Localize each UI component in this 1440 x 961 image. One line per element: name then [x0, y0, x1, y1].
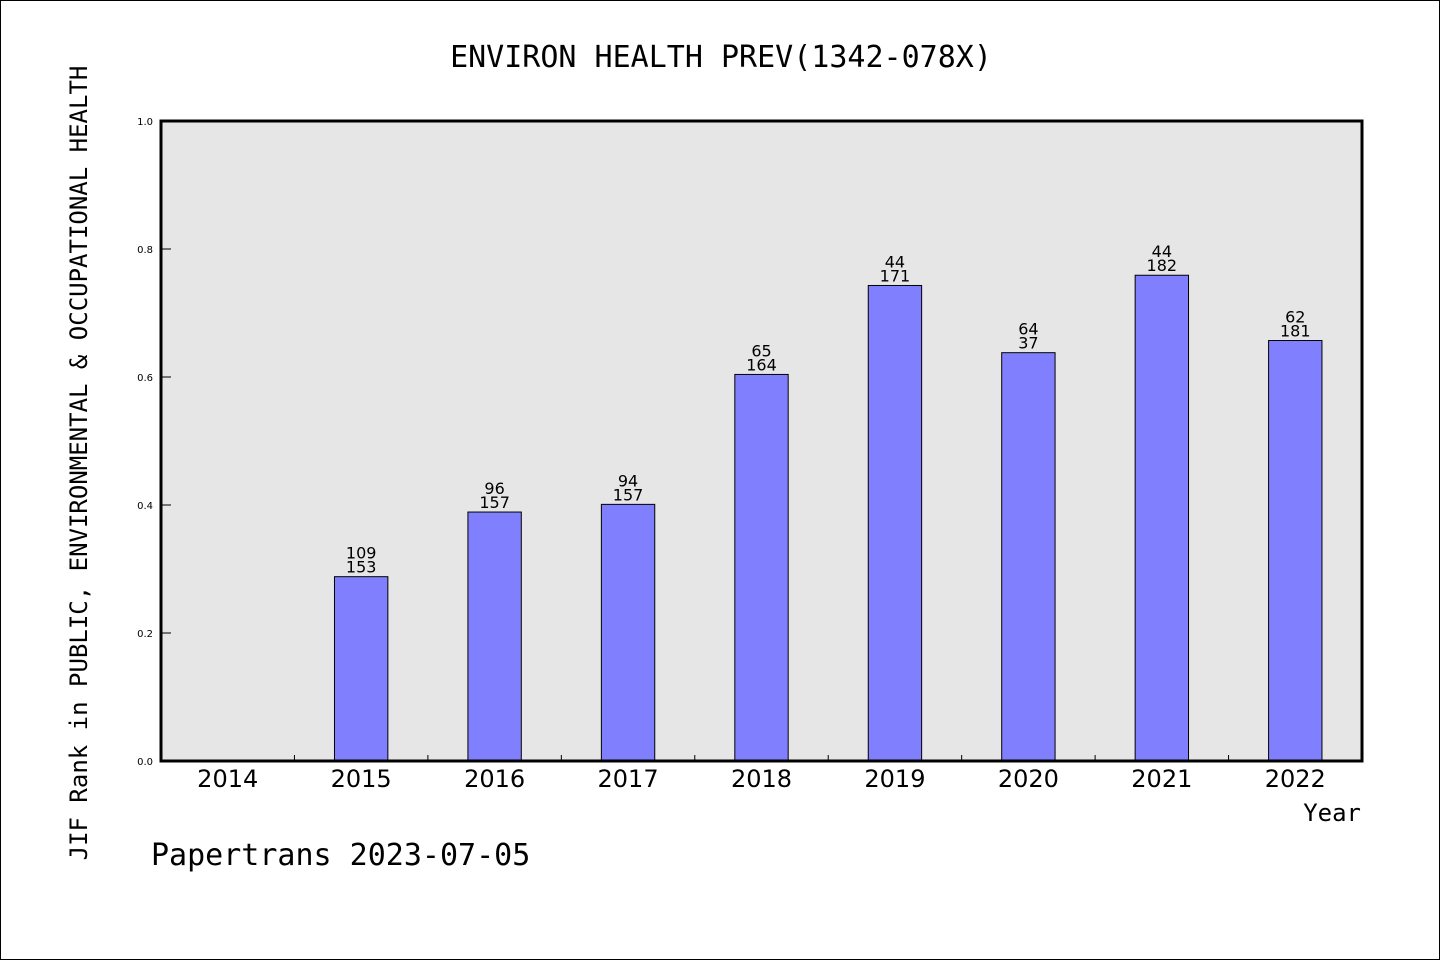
bar [1001, 352, 1056, 762]
bar [333, 576, 389, 762]
bar [1134, 274, 1190, 762]
bar-label-rank: 44 [885, 252, 905, 271]
y-tick-label: 0.4 [137, 501, 153, 512]
y-tick-label: 0.0 [137, 757, 153, 768]
bar [867, 284, 923, 762]
bar-label-total: 153 [346, 558, 377, 577]
x-tick-label: 2016 [464, 765, 525, 793]
y-tick-label: 0.8 [137, 245, 153, 256]
bar [1268, 340, 1323, 762]
y-tick-label: 0.6 [137, 373, 153, 384]
y-axis-label: JIF Rank in PUBLIC, ENVIRONMENTAL & OCCU… [65, 66, 93, 861]
y-tick-label: 1.0 [137, 117, 153, 128]
bar [467, 511, 522, 762]
x-tick-label: 2017 [598, 765, 659, 793]
bar-label-total: 164 [746, 355, 777, 374]
bar-label-total: 171 [880, 266, 911, 285]
x-tick-label: 2015 [331, 765, 392, 793]
y-tick-label: 0.2 [137, 629, 153, 640]
bar [734, 373, 789, 762]
ticks-group: 2014 2015 2016 2017 2018 2019 2020 2021 2022 0.0 0… [137, 117, 1326, 793]
x-tick-label: 2014 [197, 765, 258, 793]
plot-frame [159, 119, 1364, 763]
bar-label-rank: 94 [618, 471, 638, 490]
bar-label-total: 157 [479, 493, 510, 512]
bar-label-rank: 64 [1018, 320, 1038, 339]
bar [600, 503, 656, 762]
x-tick-label: 2020 [998, 765, 1059, 793]
bar-label-rank: 62 [1285, 308, 1305, 327]
bar-label-rank: 109 [346, 544, 377, 563]
bar-label-total: 157 [613, 485, 644, 504]
footer-credit: Papertrans 2023-07-05 [151, 838, 530, 873]
bar-label-rank: 96 [484, 479, 504, 498]
bar-label-total: 37 [1018, 334, 1038, 353]
chart-title: ENVIRON HEALTH PREV(1342-078X) [450, 40, 992, 75]
x-tick-label: 2021 [1131, 765, 1192, 793]
x-tick-label: 2019 [864, 765, 925, 793]
x-axis-label: Year [1303, 799, 1361, 827]
bar-label-total: 181 [1280, 322, 1311, 341]
bar-label-rank: 65 [751, 341, 771, 360]
x-tick-label: 2018 [731, 765, 792, 793]
x-tick-label: 2022 [1265, 765, 1326, 793]
bar-label-total: 182 [1147, 256, 1178, 275]
bar-label-rank: 44 [1152, 242, 1172, 261]
